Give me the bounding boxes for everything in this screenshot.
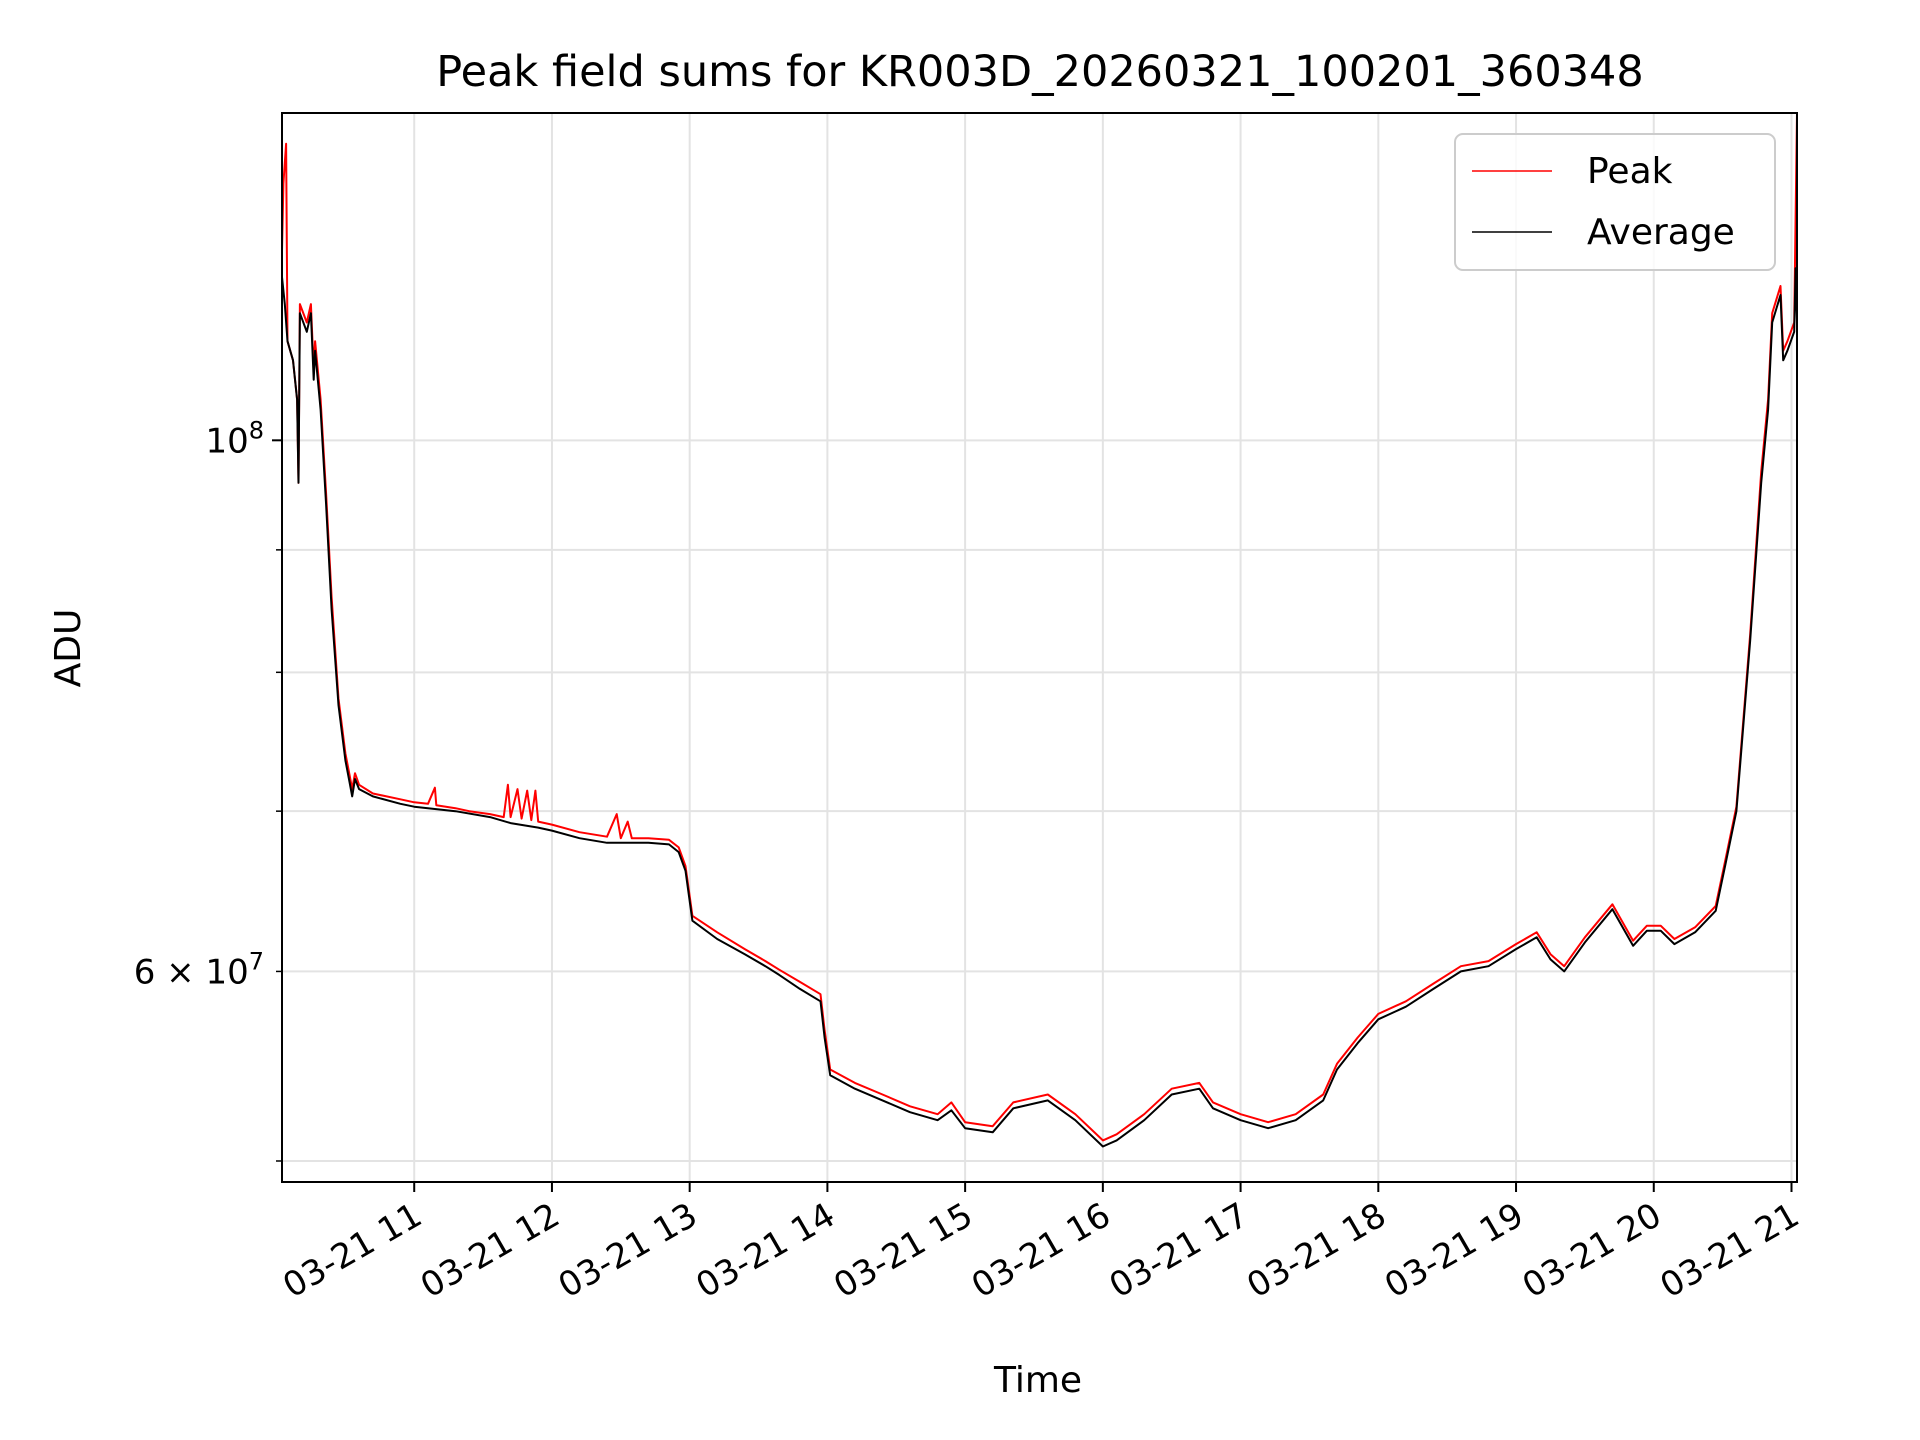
y-axis: 108 6 × 107 <box>134 416 282 1162</box>
x-axis-label: Time <box>993 1360 1082 1401</box>
y-minor-tick-label: 6 × 107 <box>134 947 264 992</box>
series-line-average <box>281 267 1798 1148</box>
legend[interactable]: Peak Average <box>1454 133 1776 271</box>
legend-box <box>1454 133 1776 271</box>
grid <box>282 113 1797 1182</box>
chart-title: Peak field sums for KR003D_20260321_1002… <box>436 47 1644 97</box>
y-tick-label: 108 <box>205 416 264 461</box>
legend-label-average: Average <box>1587 212 1735 253</box>
plot-frame <box>281 112 1798 1183</box>
series-line-peak <box>281 112 1798 1142</box>
y-axis-label: ADU <box>48 609 89 688</box>
legend-label-peak: Peak <box>1587 151 1673 192</box>
series-layer <box>281 112 1798 1148</box>
